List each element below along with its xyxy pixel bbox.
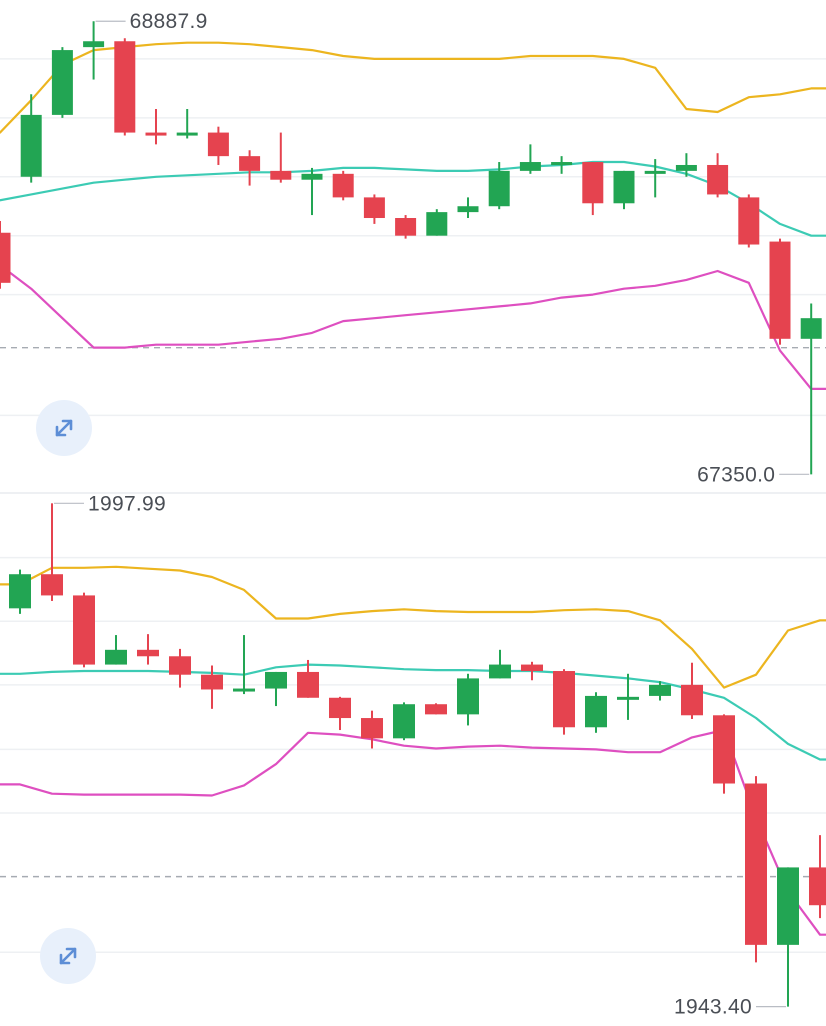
candle-body <box>800 318 822 339</box>
upper-band-line <box>0 565 826 689</box>
middle-band-line <box>0 663 826 761</box>
candle-body <box>488 170 510 207</box>
candle-body <box>41 574 63 596</box>
candle-body <box>617 696 639 700</box>
panel-divider <box>0 492 826 494</box>
candle-body <box>145 132 167 136</box>
candle-body <box>675 164 697 171</box>
candle-body <box>649 684 671 696</box>
expand-arrows-icon <box>55 419 73 437</box>
candle-body <box>425 704 447 715</box>
candle-body <box>361 718 383 739</box>
candle-body <box>585 695 607 728</box>
candle-body <box>265 671 287 689</box>
candle-body <box>644 170 666 174</box>
candle-body <box>681 684 703 716</box>
candle-body <box>457 206 479 213</box>
candle-body <box>745 783 767 945</box>
candle-body <box>114 41 136 133</box>
candle-body <box>769 241 791 339</box>
candle-body <box>83 41 105 48</box>
candle-body <box>207 132 229 157</box>
candle-body <box>169 656 191 675</box>
candle-body <box>521 664 543 672</box>
candle-body <box>20 114 42 177</box>
candle-body <box>613 170 635 204</box>
candle-body <box>105 649 127 665</box>
candle-body <box>809 867 826 906</box>
candle-body <box>176 132 198 136</box>
candle-body <box>713 715 735 784</box>
low-price-label: 67350.0 <box>697 463 775 486</box>
chart-panel-top: 68887.9 67350.0 <box>0 0 826 492</box>
candlestick-chart-top: 68887.9 67350.0 <box>0 10 826 486</box>
chart-panel-bottom: 1997.99 1943.40 <box>0 494 826 1026</box>
candle-body <box>457 678 479 715</box>
candle-body <box>738 197 760 245</box>
lower-band-line <box>0 264 826 390</box>
candle-body <box>777 867 799 945</box>
candle-body <box>393 704 415 739</box>
expand-arrows-icon <box>59 947 77 965</box>
candle-body <box>270 170 292 180</box>
expand-button-top[interactable] <box>36 400 92 456</box>
candle-body <box>297 671 319 698</box>
high-price-label: 1997.99 <box>88 494 166 515</box>
low-price-label: 1943.40 <box>674 996 752 1019</box>
candle-body <box>553 671 575 728</box>
candle-body <box>301 173 323 180</box>
middle-band-line <box>0 160 826 237</box>
candle-body <box>582 162 604 204</box>
candle-body <box>329 697 351 719</box>
candlestick-chart-bottom: 1997.99 1943.40 <box>0 494 826 1019</box>
candle-body <box>9 574 31 609</box>
candle-body <box>707 164 729 195</box>
candle-body <box>489 664 511 679</box>
candle-body <box>137 649 159 657</box>
candle-body <box>233 688 255 692</box>
candle-body <box>0 232 11 283</box>
expand-button-bottom[interactable] <box>40 928 96 984</box>
candle-body <box>51 50 73 115</box>
high-price-label: 68887.9 <box>130 10 208 33</box>
candle-body <box>201 674 223 690</box>
lower-band-line <box>0 728 826 936</box>
candle-body <box>551 162 573 166</box>
candle-body <box>332 173 354 198</box>
candle-body <box>519 162 541 171</box>
candle-body <box>363 197 385 219</box>
candle-body <box>73 595 95 665</box>
candle-body <box>395 218 417 236</box>
candle-body <box>239 156 261 171</box>
candle-body <box>426 212 448 236</box>
